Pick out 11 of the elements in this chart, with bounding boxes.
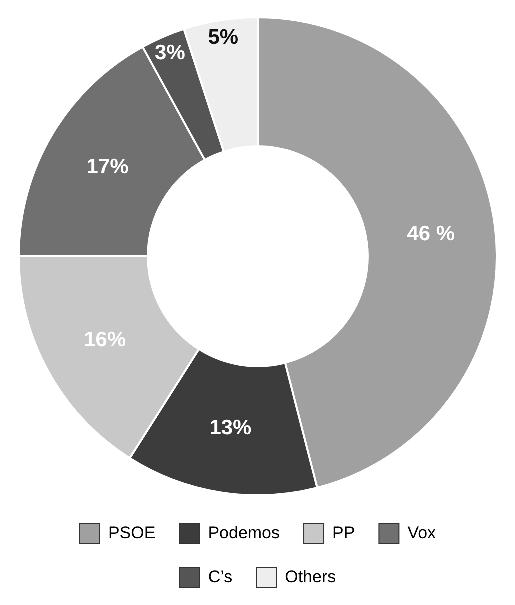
- legend-label: PP: [332, 524, 356, 543]
- data-label: 13%: [210, 416, 252, 440]
- data-label: 17%: [86, 155, 130, 178]
- legend-label: PSOE: [108, 524, 156, 543]
- legend-label: Others: [285, 568, 336, 587]
- legend-label: Vox: [408, 524, 437, 543]
- legend-label: C’s: [208, 568, 233, 587]
- legend-label: Podemos: [208, 524, 280, 543]
- data-label: 5%: [208, 26, 239, 50]
- data-label: 3%: [155, 41, 186, 64]
- data-label: 46 %: [407, 222, 456, 246]
